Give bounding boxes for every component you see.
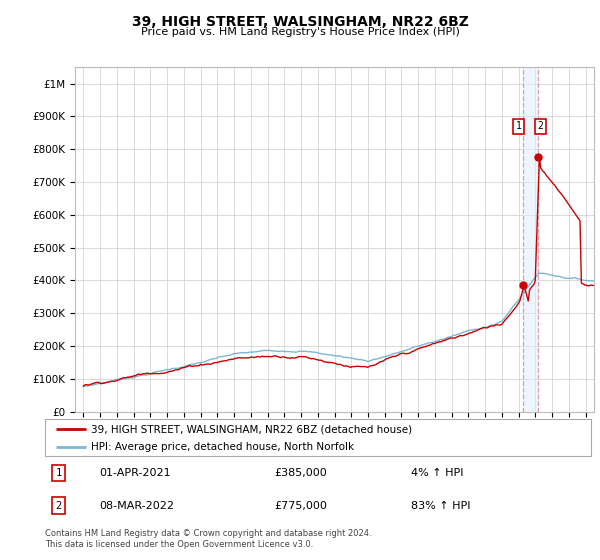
- Bar: [523, 67, 538, 412]
- Text: 39, HIGH STREET, WALSINGHAM, NR22 6BZ: 39, HIGH STREET, WALSINGHAM, NR22 6BZ: [131, 15, 469, 29]
- Text: 08-MAR-2022: 08-MAR-2022: [100, 501, 175, 511]
- Text: Price paid vs. HM Land Registry's House Price Index (HPI): Price paid vs. HM Land Registry's House …: [140, 27, 460, 37]
- Text: 1: 1: [56, 468, 62, 478]
- Text: 2: 2: [538, 122, 544, 131]
- Text: £775,000: £775,000: [274, 501, 327, 511]
- Text: 01-APR-2021: 01-APR-2021: [100, 468, 171, 478]
- Text: 2: 2: [56, 501, 62, 511]
- Text: £385,000: £385,000: [274, 468, 327, 478]
- Text: 39, HIGH STREET, WALSINGHAM, NR22 6BZ (detached house): 39, HIGH STREET, WALSINGHAM, NR22 6BZ (d…: [91, 424, 413, 434]
- Text: Contains HM Land Registry data © Crown copyright and database right 2024.
This d: Contains HM Land Registry data © Crown c…: [45, 529, 371, 549]
- Text: 83% ↑ HPI: 83% ↑ HPI: [411, 501, 470, 511]
- Text: 1: 1: [516, 122, 521, 131]
- Text: 4% ↑ HPI: 4% ↑ HPI: [411, 468, 463, 478]
- Text: HPI: Average price, detached house, North Norfolk: HPI: Average price, detached house, Nort…: [91, 442, 355, 452]
